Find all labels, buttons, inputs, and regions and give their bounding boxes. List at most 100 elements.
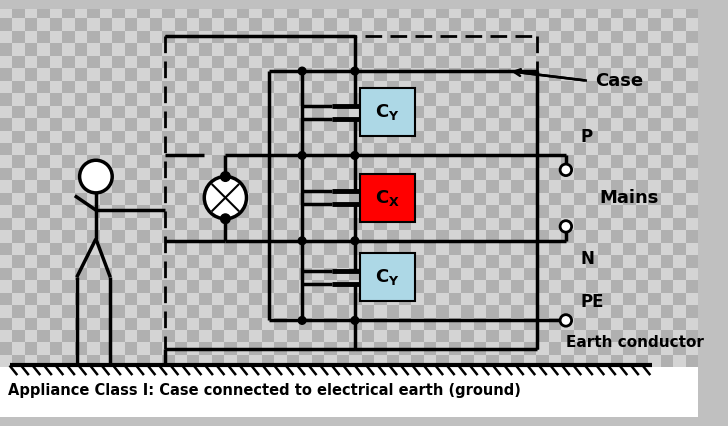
Bar bbox=[574, 293, 586, 305]
Bar bbox=[237, 218, 250, 230]
Bar bbox=[611, 0, 623, 6]
Bar bbox=[199, 193, 212, 205]
Bar bbox=[686, 392, 698, 405]
Bar bbox=[374, 218, 387, 230]
Bar bbox=[250, 293, 262, 305]
Bar bbox=[124, 230, 137, 243]
Bar bbox=[312, 268, 324, 280]
Bar bbox=[511, 330, 523, 343]
Bar bbox=[362, 243, 374, 255]
Bar bbox=[162, 0, 175, 6]
Bar bbox=[387, 230, 399, 243]
Bar bbox=[424, 268, 436, 280]
Bar bbox=[486, 268, 499, 280]
Bar bbox=[63, 280, 75, 293]
Bar bbox=[449, 118, 462, 130]
Bar bbox=[25, 405, 37, 417]
Bar bbox=[187, 68, 199, 81]
Bar bbox=[574, 168, 586, 180]
Bar bbox=[598, 43, 611, 56]
Bar bbox=[150, 317, 162, 330]
Bar bbox=[399, 280, 411, 293]
Bar bbox=[112, 6, 124, 18]
Bar bbox=[598, 6, 611, 18]
Bar bbox=[12, 155, 25, 168]
Bar bbox=[511, 56, 523, 68]
Bar bbox=[586, 405, 598, 417]
Bar bbox=[212, 93, 224, 106]
Bar bbox=[424, 193, 436, 205]
Bar bbox=[250, 343, 262, 355]
Bar bbox=[250, 243, 262, 255]
Bar bbox=[237, 255, 250, 268]
Bar bbox=[336, 230, 349, 243]
Bar bbox=[511, 93, 523, 106]
Bar bbox=[411, 130, 424, 143]
Bar bbox=[511, 243, 523, 255]
Bar bbox=[50, 93, 63, 106]
Bar bbox=[411, 317, 424, 330]
Bar bbox=[424, 0, 436, 6]
Bar bbox=[686, 268, 698, 280]
Bar bbox=[598, 255, 611, 268]
Bar bbox=[499, 367, 511, 380]
Bar bbox=[0, 81, 12, 93]
Bar bbox=[462, 6, 474, 18]
Bar bbox=[549, 6, 561, 18]
Bar bbox=[661, 380, 673, 392]
Bar bbox=[336, 280, 349, 293]
Bar bbox=[586, 56, 598, 68]
Bar bbox=[137, 0, 150, 6]
Bar bbox=[112, 405, 124, 417]
Bar bbox=[162, 68, 175, 81]
Bar bbox=[561, 68, 574, 81]
Bar bbox=[424, 81, 436, 93]
Bar bbox=[549, 330, 561, 343]
Bar bbox=[25, 317, 37, 330]
Bar bbox=[574, 218, 586, 230]
Bar bbox=[474, 280, 486, 293]
Bar bbox=[349, 405, 362, 417]
Bar bbox=[175, 31, 187, 43]
Bar bbox=[387, 218, 399, 230]
Bar bbox=[623, 180, 636, 193]
Bar bbox=[137, 268, 150, 280]
Bar bbox=[449, 143, 462, 155]
Bar bbox=[299, 180, 312, 193]
Bar bbox=[574, 255, 586, 268]
Bar bbox=[698, 230, 711, 243]
Bar bbox=[0, 193, 12, 205]
Bar bbox=[100, 355, 112, 367]
Bar bbox=[561, 31, 574, 43]
Bar bbox=[387, 18, 399, 31]
Bar bbox=[349, 380, 362, 392]
Bar bbox=[262, 355, 274, 367]
Bar bbox=[374, 193, 387, 205]
Bar bbox=[574, 106, 586, 118]
Bar bbox=[175, 93, 187, 106]
Bar bbox=[137, 180, 150, 193]
Bar bbox=[124, 118, 137, 130]
Bar bbox=[187, 0, 199, 6]
Bar bbox=[100, 193, 112, 205]
Bar bbox=[499, 305, 511, 317]
Bar bbox=[462, 380, 474, 392]
Bar bbox=[37, 143, 50, 155]
Bar bbox=[549, 93, 561, 106]
Bar bbox=[698, 31, 711, 43]
Bar bbox=[224, 18, 237, 31]
Bar bbox=[387, 367, 399, 380]
Bar bbox=[212, 280, 224, 293]
Bar bbox=[324, 130, 336, 143]
Bar bbox=[0, 230, 12, 243]
Bar bbox=[636, 392, 649, 405]
Bar bbox=[112, 43, 124, 56]
Bar bbox=[673, 293, 686, 305]
Bar bbox=[511, 130, 523, 143]
Bar bbox=[536, 168, 549, 180]
Bar bbox=[63, 6, 75, 18]
Bar bbox=[124, 392, 137, 405]
Bar bbox=[623, 280, 636, 293]
Bar bbox=[12, 230, 25, 243]
Bar bbox=[362, 93, 374, 106]
